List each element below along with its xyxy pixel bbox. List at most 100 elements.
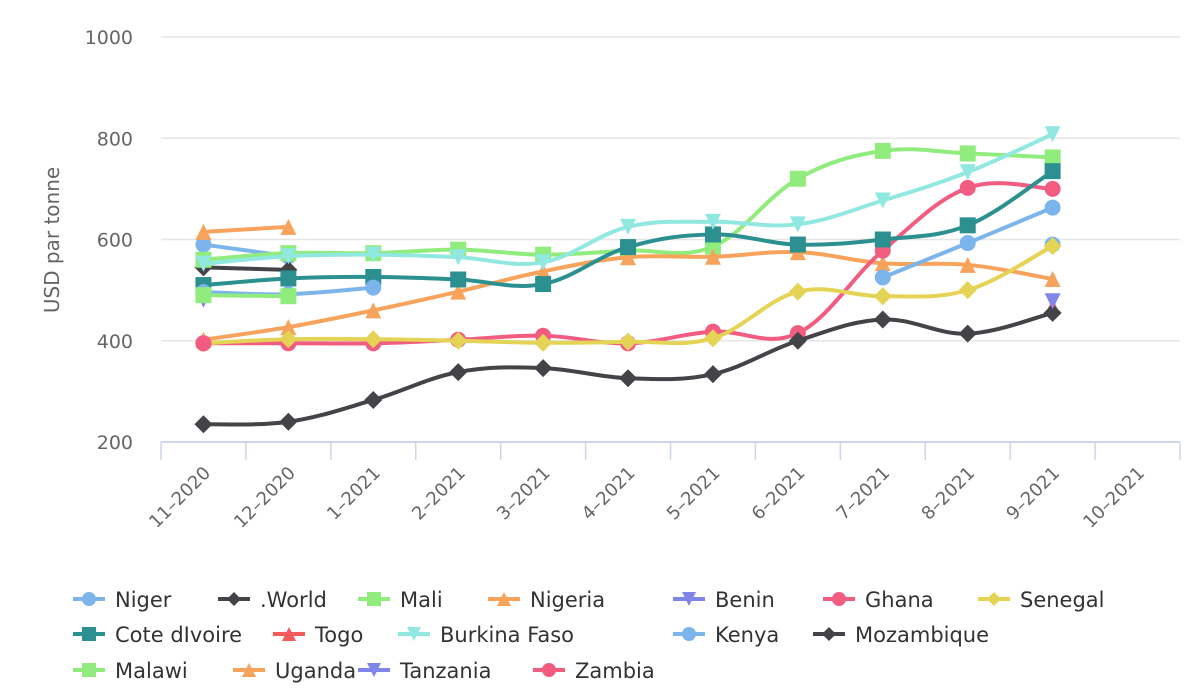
data-point	[1044, 126, 1061, 143]
legend-item[interactable]: Mali	[358, 588, 443, 612]
diamond-marker-icon	[822, 627, 836, 641]
data-point	[280, 288, 297, 305]
data-point	[364, 330, 383, 349]
series-line	[201, 310, 1055, 427]
data-point	[449, 363, 468, 382]
legend-item[interactable]: Mozambique	[813, 623, 989, 647]
legend-item[interactable]: Kenya	[673, 623, 779, 647]
legend-item[interactable]: Senegal	[978, 588, 1105, 612]
triangle-marker-icon	[242, 663, 256, 677]
legend-item[interactable]: .World	[218, 588, 327, 612]
data-point	[959, 145, 976, 162]
data-point	[789, 216, 806, 233]
data-point	[704, 248, 721, 265]
square-marker-icon	[82, 627, 96, 641]
data-point	[450, 249, 467, 266]
series-layer	[194, 126, 1062, 434]
data-point	[195, 223, 212, 240]
legend-item[interactable]: Niger	[73, 588, 172, 612]
x-tick-label: 1–2021	[323, 463, 385, 525]
legend-label: .World	[260, 588, 327, 612]
circle-marker-icon	[682, 627, 696, 641]
legend-item[interactable]: Togo	[273, 623, 363, 647]
data-point	[280, 270, 297, 287]
triangle-marker-icon	[282, 627, 296, 641]
legend: Niger .World Mali Nigeria Benin Ghana Senegal C…	[73, 588, 1105, 683]
legend-item[interactable]: Zambia	[533, 659, 655, 683]
legend-label: Nigeria	[530, 588, 605, 612]
data-point	[958, 281, 977, 300]
x-tick-label: 6–2021	[748, 463, 810, 525]
data-point	[789, 236, 806, 253]
data-point	[450, 283, 467, 300]
triangle-down-marker-icon	[682, 592, 696, 606]
x-tick-label: 9–2021	[1002, 463, 1064, 525]
legend-label: Mali	[400, 588, 443, 612]
legend-label: Ghana	[865, 588, 934, 612]
legend-item[interactable]: Ghana	[823, 588, 934, 612]
data-point	[450, 271, 467, 288]
circle-marker-icon	[832, 592, 846, 606]
data-point	[279, 412, 298, 431]
data-point	[619, 369, 638, 388]
circle-marker-icon	[542, 663, 556, 677]
data-point	[1044, 293, 1061, 310]
legend-item[interactable]: Tanzania	[358, 659, 491, 683]
data-point	[959, 179, 976, 196]
data-point	[788, 331, 807, 350]
x-tick-label: 2–2021	[408, 463, 470, 525]
triangle-marker-icon	[497, 592, 511, 606]
data-point	[788, 282, 807, 301]
data-point	[874, 231, 891, 248]
legend-item[interactable]: Uganda	[233, 659, 356, 683]
data-point	[195, 236, 212, 253]
x-tick-label: 8–2021	[918, 463, 980, 525]
data-point	[959, 164, 976, 181]
legend-label: Zambia	[575, 659, 655, 683]
legend-item[interactable]: Malawi	[73, 659, 188, 683]
data-point	[874, 192, 891, 209]
data-point	[1044, 199, 1061, 216]
series-zambia	[195, 335, 212, 352]
triangle-down-marker-icon	[407, 627, 421, 641]
data-point	[449, 331, 468, 350]
legend-label: Mozambique	[855, 623, 989, 647]
series-line	[201, 293, 291, 299]
data-point	[874, 142, 891, 159]
data-point	[874, 255, 891, 272]
legend-label: Togo	[314, 623, 363, 647]
data-point	[279, 330, 298, 349]
triangle-down-marker-icon	[367, 663, 381, 677]
data-point	[620, 218, 637, 235]
data-point	[280, 218, 297, 235]
data-point	[1043, 237, 1062, 256]
y-tick-label: 1000	[85, 27, 133, 49]
x-tick-label: 3–2021	[493, 463, 555, 525]
x-tick-label: 12–2020	[230, 463, 300, 533]
y-axis-title: USD par tonne	[40, 167, 64, 313]
legend-label: Niger	[115, 588, 172, 612]
x-tick-label: 11–2020	[145, 463, 215, 533]
legend-item[interactable]: Burkina Faso	[398, 623, 574, 647]
data-point	[1044, 270, 1061, 287]
legend-label: Senegal	[1020, 588, 1105, 612]
y-tick-label: 200	[97, 432, 133, 454]
series-senegal	[194, 237, 1062, 353]
data-point	[620, 239, 637, 256]
data-point	[959, 217, 976, 234]
legend-item[interactable]: Nigeria	[488, 588, 605, 612]
data-point	[195, 255, 212, 272]
legend-item[interactable]: Cote dIvoire	[73, 623, 242, 647]
data-point	[703, 329, 722, 348]
data-point	[365, 279, 382, 296]
legend-item[interactable]: Benin	[673, 588, 775, 612]
series-tanzania	[1044, 293, 1061, 310]
data-point	[619, 332, 638, 351]
data-point	[280, 248, 297, 265]
series-mozambique	[194, 303, 1062, 434]
legend-label: Malawi	[115, 659, 188, 683]
data-point	[535, 254, 552, 271]
data-point	[620, 249, 637, 266]
data-point	[194, 415, 213, 434]
